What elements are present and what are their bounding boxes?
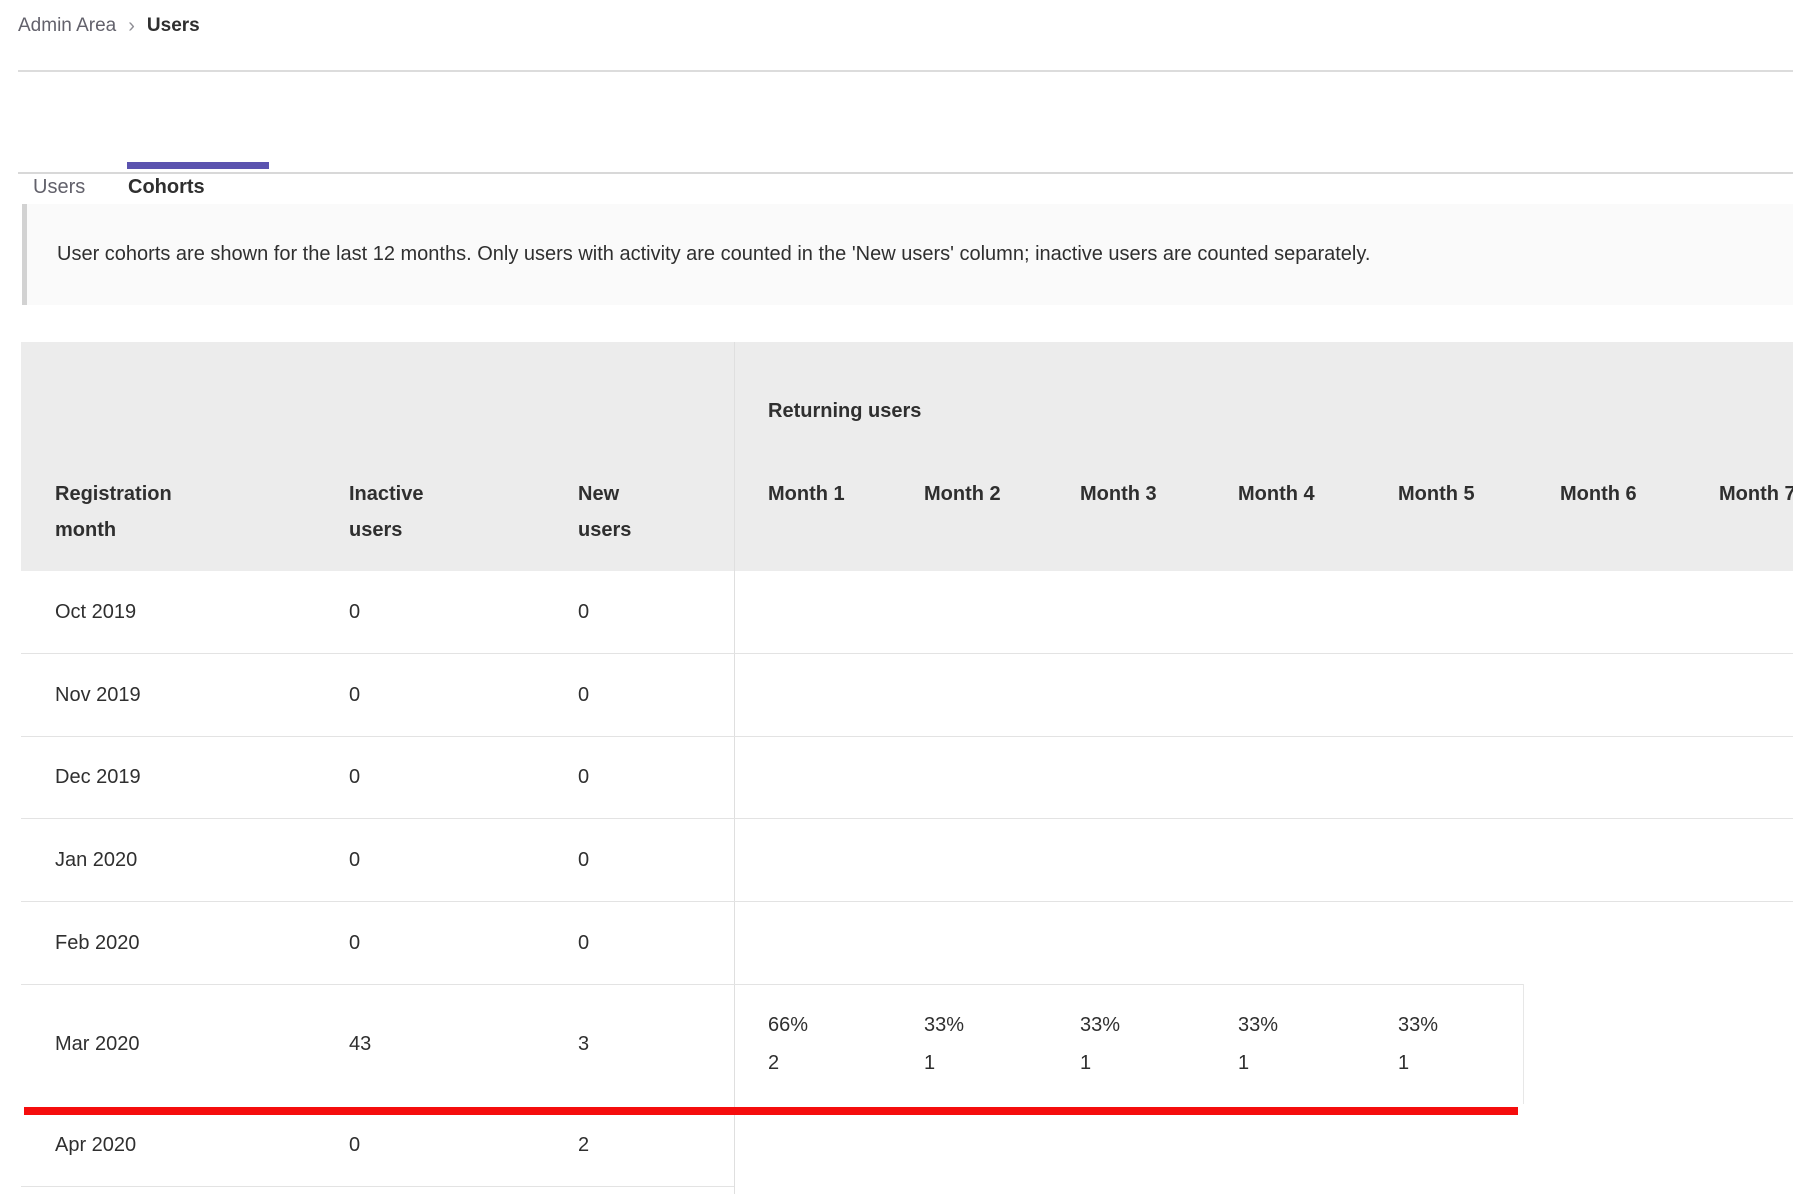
row-divider <box>21 818 1793 819</box>
cell-inactive-users: 0 <box>349 1134 361 1156</box>
month-column-header: Month 7 <box>1719 483 1793 505</box>
returning-percent: 33% <box>924 1014 965 1036</box>
table-row: Jan 2020 0 0 <box>21 818 1793 901</box>
cell-registration-month: Apr 2020 <box>55 1134 137 1156</box>
cohorts-table: Returning users Registration month Inactiv… <box>21 342 1793 1194</box>
cell-new-users: 0 <box>578 931 590 954</box>
cell-registration-month: Oct 2019 <box>55 601 137 623</box>
column-header: Registration month <box>55 483 172 541</box>
month-column-header: Month 5 <box>1398 483 1475 505</box>
returning-count: 1 <box>1398 1052 1410 1074</box>
cell-returning-month-4: 33% 1 <box>1238 984 1278 1104</box>
cell-inactive-users: 0 <box>349 683 361 706</box>
month-column-header: Month 3 <box>1080 483 1157 505</box>
table-header-background <box>21 342 1793 571</box>
returning-count: 1 <box>924 1052 936 1074</box>
cell-registration-month: Feb 2020 <box>55 931 140 954</box>
row-divider <box>21 736 1793 737</box>
column-header: Inactive users <box>349 483 424 541</box>
returning-percent: 33% <box>1080 1014 1121 1036</box>
returning-percent: 33% <box>1238 1014 1279 1036</box>
month-column-header: Month 4 <box>1238 483 1315 505</box>
returning-count: 1 <box>1238 1052 1250 1074</box>
cell-inactive-users: 43 <box>349 1033 372 1055</box>
row-divider <box>21 984 1523 985</box>
tab-cohorts[interactable]: Cohorts <box>128 176 205 198</box>
returning-percent: 66% <box>768 1014 809 1036</box>
header-divider <box>18 70 1793 72</box>
cell-new-users: 0 <box>578 683 590 706</box>
cell-new-users: 2 <box>578 1134 590 1156</box>
annotation-red-line <box>24 1107 1518 1115</box>
breadcrumb-separator-icon: › <box>128 14 135 37</box>
month-column-header: Month 1 <box>768 483 845 505</box>
cell-inactive-users: 0 <box>349 848 361 871</box>
cell-registration-month: Jan 2020 <box>55 848 138 871</box>
cell-returning-month-5: 33% 1 <box>1398 984 1438 1104</box>
cell-registration-month: Mar 2020 <box>55 1033 140 1055</box>
table-row: Mar 2020 43 3 66% 2 33% 1 33% 1 33% 1 33% 1 <box>21 984 1793 1104</box>
table-row: Oct 2019 0 0 <box>21 571 1793 653</box>
cell-new-users: 0 <box>578 601 590 623</box>
march-row-right-edge <box>1523 984 1524 1104</box>
cell-new-users: 0 <box>578 766 590 788</box>
row-divider <box>21 653 1793 654</box>
returning-percent: 33% <box>1398 1014 1439 1036</box>
cell-new-users: 0 <box>578 848 590 871</box>
returning-users-group-header: Returning users <box>768 400 922 422</box>
returning-count: 2 <box>768 1052 780 1074</box>
month-column-header: Month 2 <box>924 483 1001 505</box>
table-row: Apr 2020 0 2 <box>21 1104 1793 1186</box>
active-tab-indicator <box>127 162 269 169</box>
cell-inactive-users: 0 <box>349 766 361 788</box>
tab-users[interactable]: Users <box>33 176 86 198</box>
cell-inactive-users: 0 <box>349 931 361 954</box>
row-divider <box>21 1186 734 1187</box>
returning-count: 1 <box>1080 1052 1092 1074</box>
breadcrumb-users[interactable]: Users <box>146 15 200 36</box>
returning-users-separator <box>734 342 735 1194</box>
cell-returning-month-3: 33% 1 <box>1080 984 1120 1104</box>
cohorts-info-text: User cohorts are shown for the last 12 m… <box>57 243 1371 265</box>
breadcrumb: Admin Area › Users <box>18 12 200 40</box>
cell-new-users: 3 <box>578 1033 590 1055</box>
column-header: New users <box>578 483 632 541</box>
table-row: Feb 2020 0 0 <box>21 901 1793 984</box>
table-row: Nov 2019 0 0 <box>21 653 1793 736</box>
cell-returning-month-1: 66% 2 <box>768 984 808 1104</box>
month-column-header: Month 6 <box>1560 483 1637 505</box>
tabs-bottom-border <box>18 172 1793 174</box>
cell-registration-month: Nov 2019 <box>55 683 141 706</box>
cohorts-info-banner: User cohorts are shown for the last 12 m… <box>22 204 1793 305</box>
breadcrumb-admin-area[interactable]: Admin Area <box>18 15 117 36</box>
cell-inactive-users: 0 <box>349 601 361 623</box>
cell-registration-month: Dec 2019 <box>55 766 141 788</box>
table-row: Dec 2019 0 0 <box>21 736 1793 818</box>
row-divider <box>21 901 1793 902</box>
cell-returning-month-2: 33% 1 <box>924 984 964 1104</box>
tab-bar: Users Cohorts <box>0 80 1793 198</box>
